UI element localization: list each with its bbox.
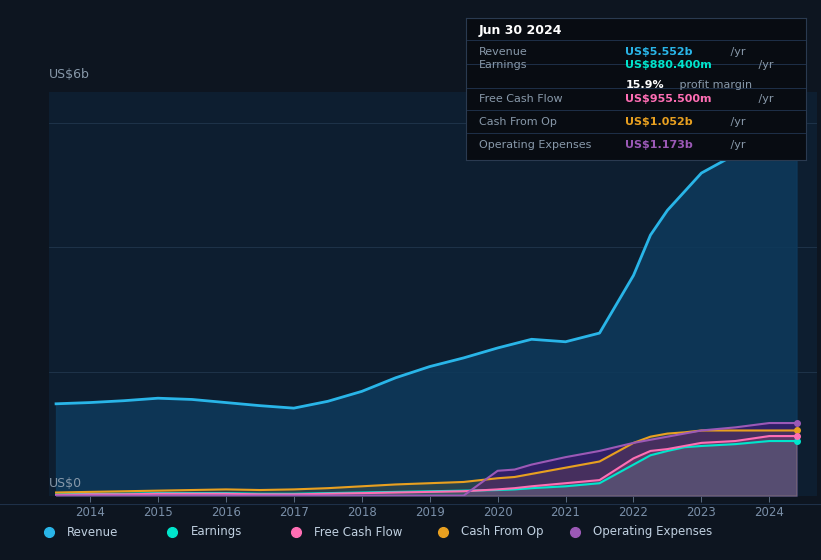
Text: profit margin: profit margin: [677, 80, 752, 90]
Text: Operating Expenses: Operating Expenses: [593, 525, 712, 539]
Text: US$0: US$0: [49, 477, 82, 490]
Text: US$1.173b: US$1.173b: [626, 140, 693, 150]
Text: Revenue: Revenue: [479, 47, 528, 57]
Text: /yr: /yr: [754, 94, 773, 104]
Text: Earnings: Earnings: [479, 60, 528, 70]
Text: Operating Expenses: Operating Expenses: [479, 140, 591, 150]
Text: US$6b: US$6b: [49, 68, 90, 81]
Text: US$955.500m: US$955.500m: [626, 94, 712, 104]
Text: Cash From Op: Cash From Op: [479, 116, 557, 127]
Text: Free Cash Flow: Free Cash Flow: [314, 525, 402, 539]
Text: US$880.400m: US$880.400m: [626, 60, 712, 70]
Text: /yr: /yr: [727, 47, 745, 57]
Text: Earnings: Earnings: [190, 525, 242, 539]
Text: Jun 30 2024: Jun 30 2024: [479, 24, 562, 36]
Text: US$1.052b: US$1.052b: [626, 116, 693, 127]
Text: US$5.552b: US$5.552b: [626, 47, 693, 57]
Text: Cash From Op: Cash From Op: [461, 525, 544, 539]
Text: /yr: /yr: [727, 116, 745, 127]
Text: Revenue: Revenue: [67, 525, 119, 539]
Text: /yr: /yr: [727, 140, 745, 150]
Text: Free Cash Flow: Free Cash Flow: [479, 94, 562, 104]
Text: /yr: /yr: [754, 60, 773, 70]
Text: 15.9%: 15.9%: [626, 80, 664, 90]
